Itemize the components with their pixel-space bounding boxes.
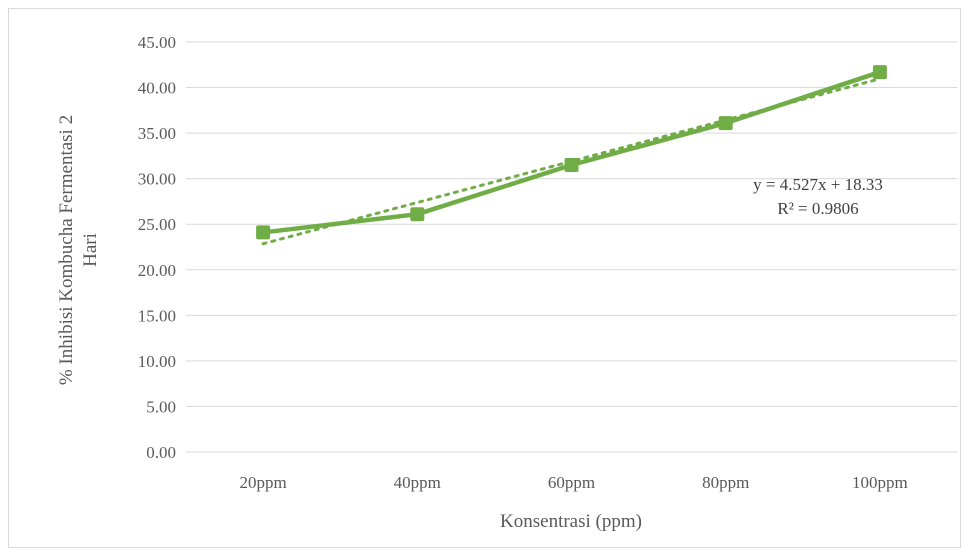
y-tick-label: 40.00 [138,79,176,98]
y-tick-label: 5.00 [146,397,176,416]
y-tick-label: 30.00 [138,170,176,189]
y-axis-title-line2: Hari [80,233,101,267]
gridlines [186,41,957,453]
x-tick-labels: 20ppm 40ppm 60ppm 80ppm 100ppm [239,473,907,492]
y-tick-label: 15.00 [138,306,176,325]
data-markers [256,65,887,240]
y-axis-title-line1: % Inhibisi Kombucha Fermentasi 2 [56,115,77,385]
trendline-r-squared: R² = 0.9806 [777,199,858,218]
y-tick-labels: 0.00 5.00 10.00 15.00 20.00 25.00 30.00 35.00 40… [138,33,176,462]
y-tick-label: 45.00 [138,33,176,52]
y-tick-label: 25.00 [138,215,176,234]
data-point [872,65,887,80]
y-tick-label: 35.00 [138,124,176,143]
x-tick-label: 40ppm [394,473,441,492]
x-tick-label: 60ppm [548,473,595,492]
y-tick-label: 10.00 [138,352,176,371]
x-axis-title: Konsentrasi (ppm) [500,511,642,532]
y-tick-label: 0.00 [146,443,176,462]
x-tick-label: 20ppm [239,473,286,492]
y-tick-label: 20.00 [138,261,176,280]
data-point [256,225,271,240]
data-point [410,207,425,222]
x-tick-label: 100ppm [852,473,908,492]
x-tick-label: 80ppm [702,473,749,492]
trendline-equation: y = 4.527x + 18.33 [753,175,883,194]
data-point [564,158,579,172]
data-point [718,116,733,131]
